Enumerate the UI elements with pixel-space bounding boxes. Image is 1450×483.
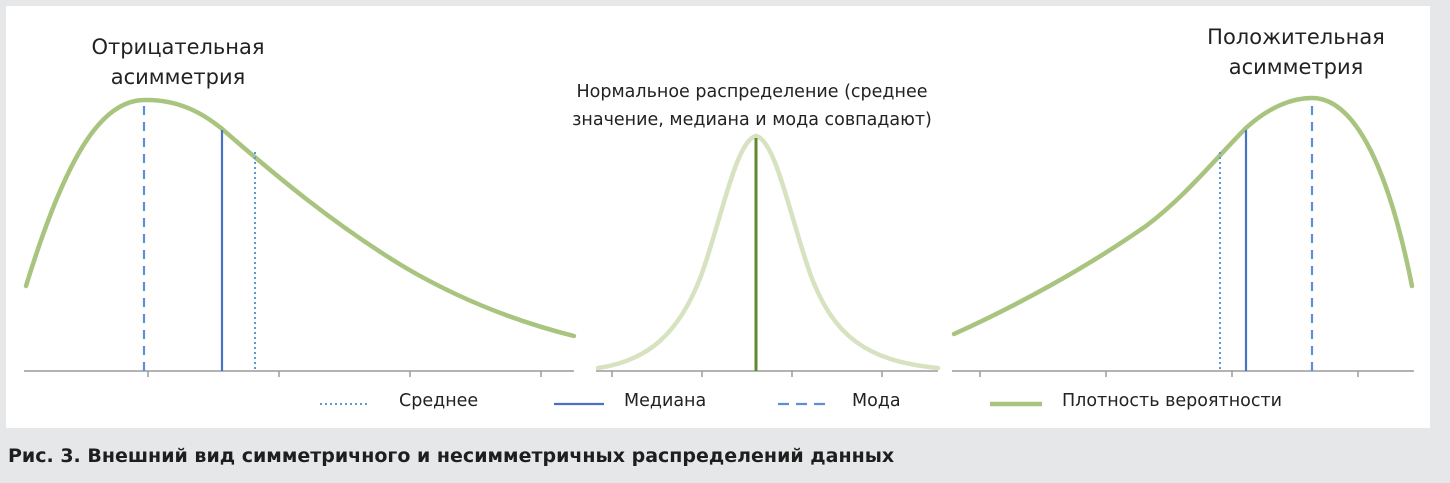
distribution-figure: [23, 95, 1415, 407]
negative-skew-label: Отрицательная асимметрия: [91, 35, 265, 89]
legend-mean-label: Среднее: [399, 391, 479, 411]
legend: Среднее Медиана Мода Плотность вероятнос…: [6, 388, 1430, 418]
legend-median-label: Медиана: [624, 391, 707, 411]
figure-panel: Отрицательная асимметрия Нормальное расп…: [6, 6, 1430, 428]
positive-skew-label: Положительная асимметрия: [1207, 25, 1385, 79]
legend-density-label: Плотность вероятности: [1062, 391, 1283, 411]
normal-density-curve: [595, 133, 941, 371]
normal-chart: [595, 133, 941, 377]
positive-skew-density-curve: [951, 95, 1415, 337]
positive-skew-chart: [951, 95, 1415, 377]
negative-skew-chart: [23, 97, 577, 377]
legend-mode-label: Мода: [852, 391, 901, 411]
normal-distribution-label: Нормальное распределение (среднее значен…: [572, 82, 932, 130]
figure-caption: Рис. 3. Внешний вид симметричного и неси…: [8, 445, 895, 467]
negative-skew-density-curve: [23, 97, 577, 339]
